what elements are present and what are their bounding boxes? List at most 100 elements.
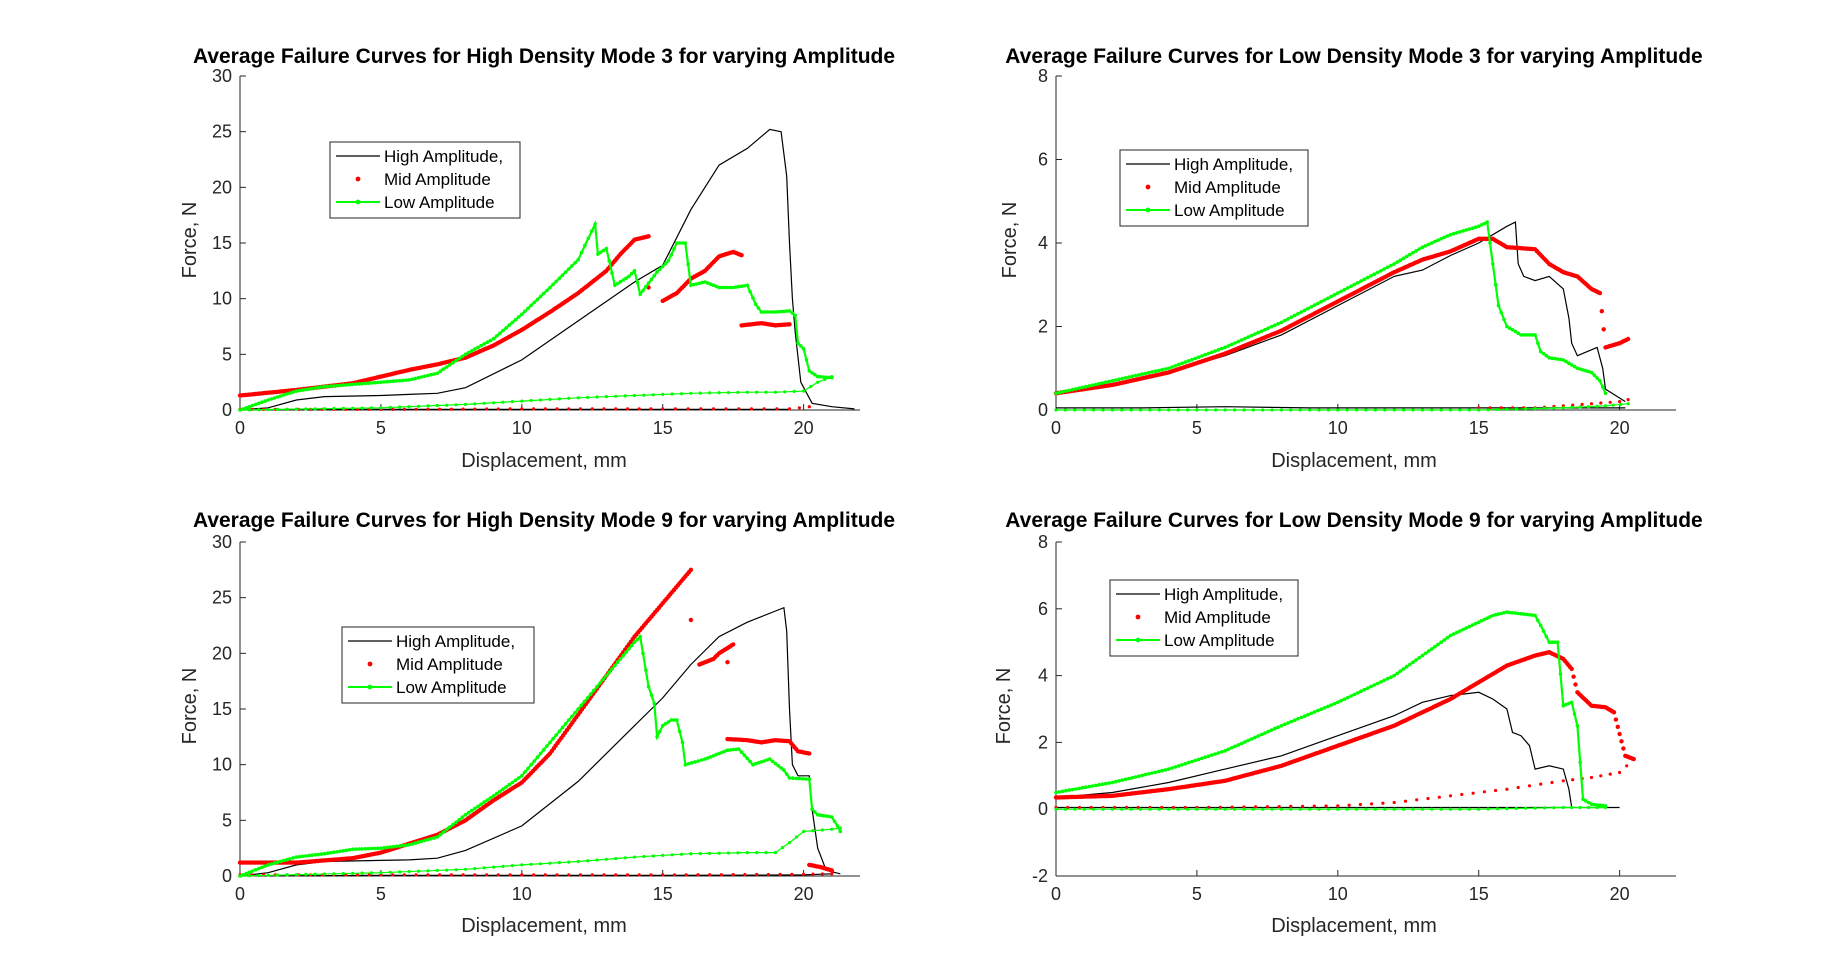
data-point [275, 395, 280, 399]
data-point [416, 840, 421, 844]
data-point [1319, 299, 1323, 304]
y-tick-label: -2 [1032, 866, 1048, 886]
data-point [1308, 807, 1312, 811]
data-point [1057, 390, 1062, 395]
data-point [247, 874, 251, 878]
data-point [570, 714, 574, 719]
data-point [1242, 805, 1246, 809]
data-point [1571, 403, 1575, 407]
plot-area: 0 5 10 15 20 0 5 10 15 20 25 30 [212, 66, 861, 438]
data-point [391, 873, 395, 877]
data-point [476, 345, 480, 350]
data-point [642, 393, 646, 397]
data-point [745, 390, 749, 394]
data-point [1420, 245, 1425, 249]
series-markers-low-loading [1054, 220, 1608, 396]
data-point [1442, 638, 1447, 642]
data-point [598, 681, 602, 685]
data-point [1269, 324, 1274, 329]
data-point [454, 403, 458, 407]
data-point [720, 750, 724, 755]
data-point [1183, 360, 1188, 364]
data-point [820, 828, 825, 832]
data-point [1430, 241, 1434, 245]
data-point [1243, 740, 1247, 744]
data-point [1414, 658, 1418, 662]
data-point [765, 310, 769, 314]
x-tick-label: 5 [1192, 884, 1202, 904]
data-point [294, 855, 299, 859]
data-point [347, 848, 352, 852]
data-point [457, 817, 462, 822]
data-point [451, 360, 455, 365]
data-point [1458, 807, 1462, 811]
data-point [1092, 807, 1096, 811]
chart-title: Average Failure Curves for Low Density M… [1005, 45, 1702, 68]
data-point [1401, 256, 1406, 261]
data-point [410, 377, 415, 382]
data-point [838, 826, 842, 830]
data-point [830, 815, 834, 819]
data-point [1123, 777, 1128, 782]
data-point [773, 390, 778, 394]
data-point [751, 762, 755, 767]
data-point [1166, 366, 1171, 371]
data-point [1522, 612, 1526, 616]
data-point [438, 873, 442, 877]
data-point [473, 867, 477, 871]
legend-label: Low Amplitude [396, 678, 507, 697]
data-point [313, 407, 317, 411]
data-point [570, 264, 574, 268]
data-point [1599, 309, 1605, 314]
data-point [285, 407, 289, 411]
data-point [1204, 408, 1208, 412]
data-point [1536, 341, 1540, 346]
data-point [802, 389, 806, 393]
data-point [319, 852, 324, 856]
data-point [1527, 613, 1532, 617]
data-point [397, 378, 402, 383]
data-point [1167, 807, 1171, 811]
data-point [557, 729, 562, 734]
data-point [1482, 617, 1487, 622]
data-point [548, 397, 552, 401]
data-point [1570, 805, 1574, 810]
data-point [698, 851, 702, 856]
y-tick-label: 6 [1038, 150, 1048, 170]
data-point [454, 358, 458, 363]
data-point [297, 388, 302, 393]
data-point [1538, 349, 1543, 354]
y-tick-label: 4 [1038, 666, 1048, 686]
data-point [1365, 686, 1370, 690]
data-point [576, 257, 580, 262]
data-point [304, 854, 308, 858]
data-point [1437, 795, 1441, 799]
data-point [737, 407, 741, 411]
data-point [1263, 731, 1267, 735]
x-tick-label: 15 [653, 418, 673, 438]
y-tick-label: 30 [212, 532, 232, 552]
series-points-mid-piece [688, 617, 694, 623]
x-tick-label: 0 [1051, 884, 1061, 904]
data-point [316, 852, 321, 857]
data-point [699, 758, 704, 762]
data-point [706, 281, 710, 285]
data-point [288, 857, 292, 861]
data-point [1150, 771, 1154, 775]
data-point [625, 407, 630, 411]
data-point [1519, 333, 1523, 337]
legend-item: High Amplitude, [348, 632, 515, 651]
data-point [1200, 756, 1204, 761]
data-point [426, 373, 430, 378]
data-point [482, 800, 487, 804]
data-point [1561, 779, 1565, 783]
data-point [1326, 408, 1330, 412]
data-point [818, 375, 823, 379]
legend-item: Low Amplitude [336, 193, 495, 212]
data-point [329, 384, 333, 388]
legend-swatch-dot [1135, 614, 1141, 620]
data-point [1345, 807, 1349, 811]
data-point [722, 749, 727, 754]
data-point [708, 851, 712, 856]
data-point [1276, 322, 1280, 326]
